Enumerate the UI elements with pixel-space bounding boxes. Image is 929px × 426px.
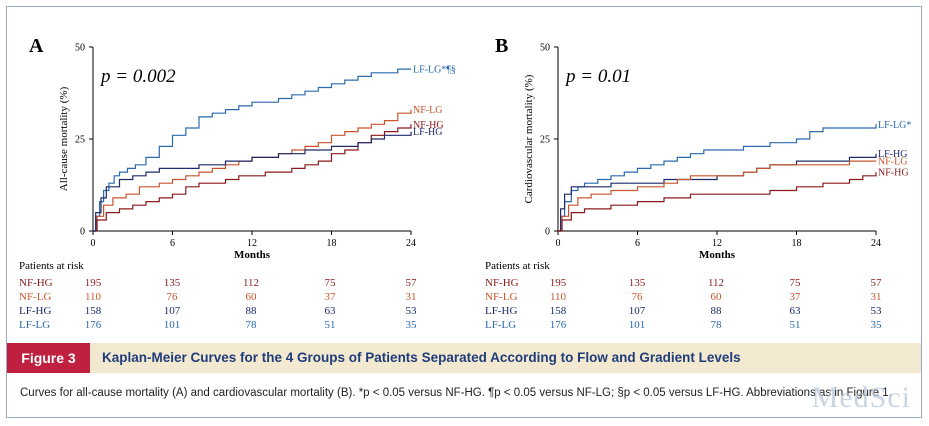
panel-b-curve-lf-lg xyxy=(558,124,877,232)
panel-a-at-risk-value: 53 xyxy=(406,305,418,317)
panel-a-letter: A xyxy=(29,35,44,57)
panel-b-at-risk-header: Patients at risk xyxy=(485,260,550,272)
panel-b-at-risk-value: 63 xyxy=(790,305,802,317)
panel-a-at-risk-value: 88 xyxy=(246,305,258,317)
panel-b-at-risk-value: 195 xyxy=(550,277,567,289)
panel-b-x-tick-label: 18 xyxy=(792,238,802,249)
panel-a-at-risk-value: 110 xyxy=(85,291,102,303)
panel-a-curve-lf-lg xyxy=(93,68,411,232)
panel-a-x-tick-label: 0 xyxy=(91,238,96,249)
panel-a-x-axis-label: Months xyxy=(234,249,271,261)
panel-b-at-risk-value: 110 xyxy=(550,291,567,303)
panel-a-curve-nf-hg xyxy=(93,124,412,232)
panel-b-at-risk-value: 53 xyxy=(871,305,883,317)
panel-a-curve-lf-hg xyxy=(93,131,412,232)
panel-a-x-tick-label: 6 xyxy=(170,238,175,249)
panel-a-at-risk-value: 78 xyxy=(246,319,258,331)
panel-b-y-tick-label: 50 xyxy=(540,43,550,54)
panel-b-end-label-lf-hg: LF-HG xyxy=(878,149,907,160)
panel-b-at-risk-value: 51 xyxy=(790,319,801,331)
panel-a-x-tick-label: 24 xyxy=(406,238,416,249)
panel-b-end-label-lf-lg: LF-LG* xyxy=(878,120,911,131)
panel-a-end-label-lf-hg: LF-HG xyxy=(413,127,442,138)
panel-b-x-tick-label: 12 xyxy=(712,238,722,249)
panel-b-p-value: p = 0.01 xyxy=(564,66,631,87)
panel-b-y-axis-label: Cardiovascular mortality (%) xyxy=(523,74,535,203)
panel-b-at-risk-value: 107 xyxy=(629,305,646,317)
panel-b-at-risk-value: 75 xyxy=(790,277,802,289)
panel-b-x-axis-label: Months xyxy=(699,249,736,261)
panel-a-y-axis-label: All-cause mortality (%) xyxy=(58,86,70,191)
panel-a-y-tick-label: 0 xyxy=(80,227,85,238)
panel-a-end-label-nf-hg: NF-HG xyxy=(413,120,444,131)
panel-b-at-risk-value: 135 xyxy=(629,277,646,289)
panel-a-at-risk-value: 195 xyxy=(85,277,102,289)
panel-a-at-risk-value: 112 xyxy=(243,277,259,289)
panel-a-at-risk-value: 76 xyxy=(167,291,179,303)
panel-b-at-risk-value: 60 xyxy=(711,291,723,303)
panel-b-curve-nf-lg xyxy=(558,160,876,232)
panel-a-at-risk-value: 37 xyxy=(325,291,337,303)
panel-b-at-risk-group-lf-lg: LF-LG xyxy=(485,319,516,331)
panel-b-at-risk-group-lf-hg: LF-HG xyxy=(485,305,517,317)
panel-a-at-risk-group-nf-hg: NF-HG xyxy=(19,277,53,289)
panel-a-at-risk-value: 75 xyxy=(325,277,337,289)
panel-a-at-risk-value: 63 xyxy=(325,305,337,317)
panel-a-end-label-lf-lg: LF-LG*¶§ xyxy=(413,65,456,76)
panel-b-curve-nf-hg xyxy=(558,172,877,232)
panel-a-p-value: p = 0.002 xyxy=(99,66,176,87)
panel-a-at-risk-value: 60 xyxy=(246,291,258,303)
panel-a-curve-nf-lg xyxy=(93,109,412,232)
panel-a-at-risk-header: Patients at risk xyxy=(19,260,84,272)
panel-a-at-risk-group-lf-hg: LF-HG xyxy=(19,305,51,317)
panel-b-at-risk-value: 57 xyxy=(871,277,883,289)
panel-a-end-label-nf-lg: NF-LG xyxy=(413,105,442,116)
panel-b-at-risk-value: 76 xyxy=(632,291,644,303)
panel-b-y-tick-label: 0 xyxy=(545,227,550,238)
panel-b-at-risk-value: 88 xyxy=(711,305,723,317)
watermark-logo: MedSci xyxy=(811,381,911,414)
panel-a-at-risk-group-lf-lg: LF-LG xyxy=(19,319,50,331)
panel-b-at-risk-value: 176 xyxy=(550,319,567,331)
panel-a-at-risk-value: 101 xyxy=(164,319,181,331)
panel-b-x-tick-label: 6 xyxy=(635,238,640,249)
panel-a-at-risk-group-nf-lg: NF-LG xyxy=(19,291,51,303)
panel-a-at-risk-value: 158 xyxy=(85,305,102,317)
panel-a-at-risk-value: 135 xyxy=(164,277,181,289)
panel-b-letter: B xyxy=(495,35,508,57)
panel-b-at-risk-value: 31 xyxy=(871,291,882,303)
panel-b-at-risk-value: 37 xyxy=(790,291,802,303)
panel-a-at-risk-value: 176 xyxy=(85,319,102,331)
panel-a-x-tick-label: 12 xyxy=(247,238,257,249)
panel-b-at-risk-value: 158 xyxy=(550,305,567,317)
panel-b-curve-lf-hg xyxy=(558,153,877,232)
panel-b-end-label-nf-hg: NF-HG xyxy=(878,168,909,179)
figure-title: Kaplan-Meier Curves for the 4 Groups of … xyxy=(102,350,741,365)
panel-b-x-tick-label: 0 xyxy=(556,238,561,249)
panel-a-at-risk-value: 57 xyxy=(406,277,418,289)
figure-container: A 0 25 50 0 6 12 18 24 Months All-cause mortality … xyxy=(6,6,922,418)
panel-b-at-risk-value: 78 xyxy=(711,319,723,331)
panel-a-y-tick-label: 25 xyxy=(75,135,85,146)
figure-caption-bar: Figure 3 Kaplan-Meier Curves for the 4 G… xyxy=(7,343,921,373)
panel-b-at-risk-value: 101 xyxy=(629,319,646,331)
panel-b-at-risk-value: 112 xyxy=(708,277,724,289)
panel-a-at-risk-value: 107 xyxy=(164,305,181,317)
panel-b-at-risk-group-nf-hg: NF-HG xyxy=(485,277,519,289)
figure-label: Figure 3 xyxy=(7,343,90,373)
panel-a-y-tick-label: 50 xyxy=(75,43,85,54)
panel-a-at-risk-value: 31 xyxy=(406,291,417,303)
panel-a-at-risk-value: 35 xyxy=(406,319,418,331)
panel-b-x-tick-label: 24 xyxy=(871,238,881,249)
panel-b-y-tick-label: 25 xyxy=(540,135,550,146)
panel-a-x-tick-label: 18 xyxy=(327,238,337,249)
panel-b-at-risk-value: 35 xyxy=(871,319,883,331)
figure-caption: Curves for all-cause mortality (A) and c… xyxy=(20,387,892,399)
panel-a-at-risk-value: 51 xyxy=(325,319,336,331)
panel-b-end-label-nf-lg: NF-LG xyxy=(878,157,907,168)
km-plots: A 0 25 50 0 6 12 18 24 Months All-cause mortality … xyxy=(19,35,911,331)
panel-b-at-risk-group-nf-lg: NF-LG xyxy=(485,291,517,303)
